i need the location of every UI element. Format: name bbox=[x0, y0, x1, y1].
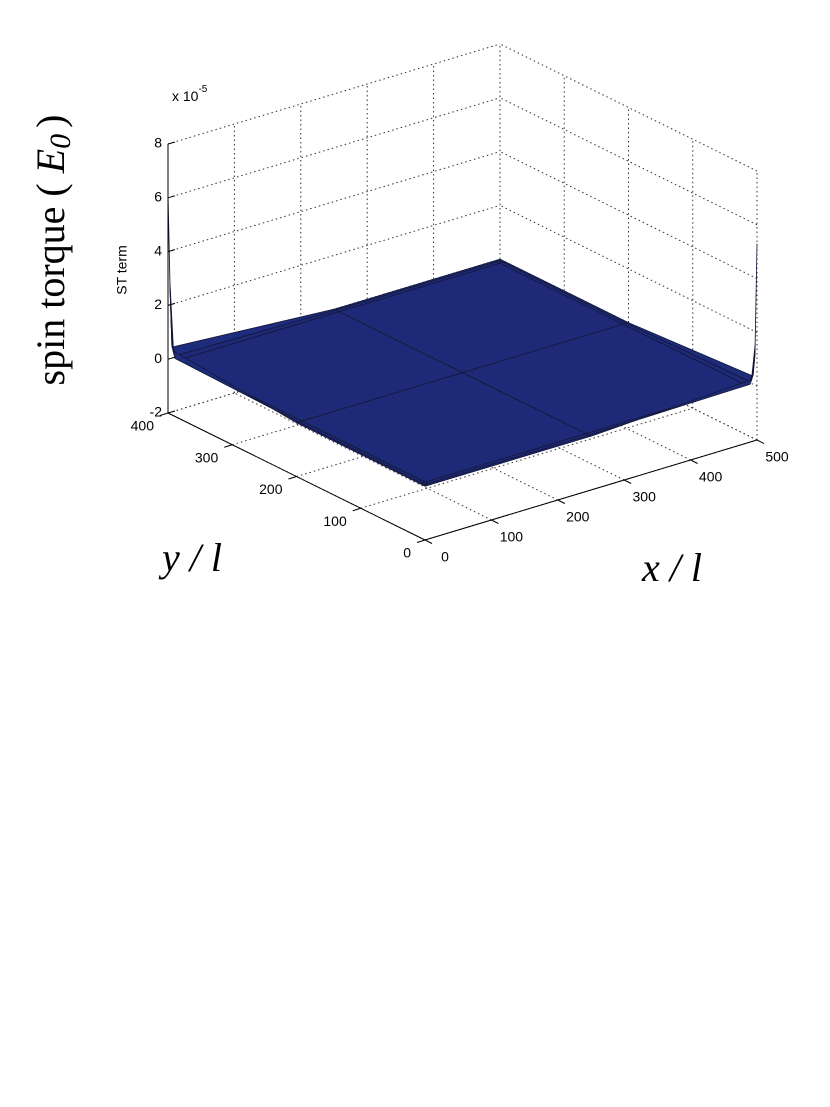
grid-line bbox=[499, 151, 758, 280]
x-tick-mark bbox=[623, 479, 632, 484]
y-tick-label: 200 bbox=[259, 481, 283, 497]
y-tick-label: 400 bbox=[131, 418, 155, 434]
grid-line bbox=[167, 204, 501, 306]
grid-line bbox=[499, 43, 758, 172]
x-tick-label: 400 bbox=[699, 469, 723, 485]
y-tick-mark bbox=[159, 412, 169, 416]
x-tick-mark bbox=[557, 499, 566, 504]
grid-line bbox=[360, 407, 693, 509]
z-axis-label: ST term bbox=[114, 245, 130, 295]
x-tick-mark bbox=[690, 459, 698, 464]
x-tick-label: 0 bbox=[441, 549, 449, 565]
x-tick-mark bbox=[491, 519, 499, 524]
z-tick-mark bbox=[167, 410, 176, 414]
z-tick-mark bbox=[167, 302, 176, 306]
outer-z-label-close: ) bbox=[28, 115, 73, 128]
x-tick-label: 200 bbox=[566, 509, 590, 525]
y-tick-mark bbox=[416, 539, 426, 543]
y-tick-label: 300 bbox=[195, 449, 219, 465]
y-axis-label: y / l bbox=[158, 535, 222, 580]
z-tick-mark bbox=[167, 141, 176, 145]
x-tick-mark bbox=[756, 439, 765, 444]
z-tick-mark bbox=[167, 356, 176, 360]
x-tick-label: 300 bbox=[633, 489, 657, 505]
outer-z-label-text: spin torque ( bbox=[28, 183, 73, 385]
z-tick-label: 6 bbox=[154, 189, 162, 205]
z-tick-label: 0 bbox=[154, 350, 162, 366]
x-axis-label: x / l bbox=[641, 545, 702, 590]
z-multiplier-exponent: -5 bbox=[198, 84, 207, 95]
y-tick-mark bbox=[224, 444, 233, 448]
z-tick-label: 8 bbox=[154, 135, 162, 151]
z-tick-label: -2 bbox=[150, 404, 163, 420]
z-tick-mark bbox=[167, 195, 176, 199]
y-tick-mark bbox=[352, 507, 361, 512]
grid-line bbox=[167, 43, 501, 145]
grid-line bbox=[167, 97, 501, 199]
y-tick-label: 0 bbox=[403, 545, 411, 561]
grid-line bbox=[499, 97, 758, 226]
x-tick-label: 100 bbox=[500, 529, 524, 545]
y-tick-label: 100 bbox=[323, 513, 347, 529]
outer-z-label-subscript: 0 bbox=[44, 134, 77, 149]
x-axis-line bbox=[424, 439, 758, 541]
z-multiplier: x 10-5 bbox=[172, 84, 208, 104]
x-tick-mark bbox=[424, 539, 433, 544]
z-tick-label: 2 bbox=[154, 296, 162, 312]
outer-z-label: spin torque ( E0) bbox=[28, 115, 77, 386]
grid-line bbox=[167, 151, 501, 253]
surface-patch bbox=[422, 484, 429, 487]
grid-line bbox=[499, 204, 758, 333]
grid-line bbox=[234, 392, 492, 521]
y-axis-line bbox=[167, 412, 426, 541]
z-tick-mark bbox=[167, 249, 176, 253]
surface-layer bbox=[167, 192, 758, 487]
z-tick-label: 4 bbox=[154, 242, 162, 258]
y-tick-mark bbox=[288, 476, 297, 480]
x-tick-label: 500 bbox=[765, 449, 789, 465]
z-multiplier-base: x 10 bbox=[172, 88, 199, 104]
outer-z-label-symbol: E bbox=[28, 149, 73, 174]
